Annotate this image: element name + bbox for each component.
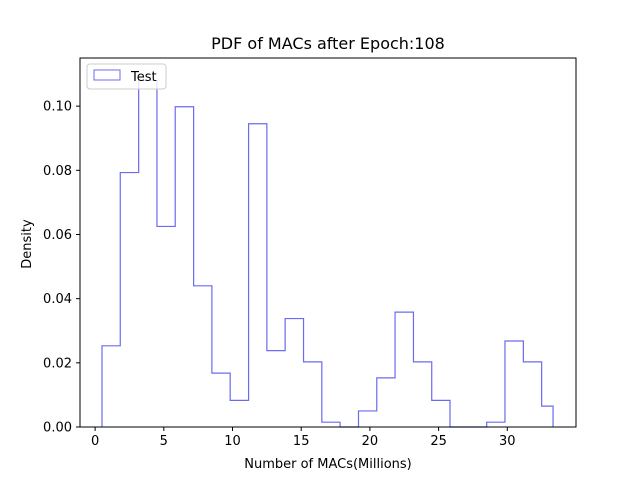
y-tick-label: 0.10 xyxy=(43,100,72,115)
x-axis-label: Number of MACs(Millions) xyxy=(244,457,412,472)
x-tick-label: 0 xyxy=(91,434,99,449)
x-tick-label: 5 xyxy=(160,434,168,449)
y-axis-label: Density xyxy=(20,219,35,269)
x-axis-ticks: 0 5 10 15 20 25 30 xyxy=(91,427,516,449)
y-tick-label: 0.08 xyxy=(43,164,72,179)
y-tick-label: 0.06 xyxy=(43,228,72,243)
y-tick-label: 0.00 xyxy=(43,421,72,436)
y-tick-label: 0.04 xyxy=(43,292,72,307)
x-tick-label: 20 xyxy=(362,434,379,449)
legend-swatch xyxy=(93,69,121,81)
y-tick-label: 0.02 xyxy=(43,356,72,371)
x-tick-label: 25 xyxy=(430,434,447,449)
y-axis-ticks: 0.00 0.02 0.04 0.06 0.08 0.10 xyxy=(43,100,80,436)
legend: Test xyxy=(86,63,167,90)
x-tick-label: 30 xyxy=(499,434,516,449)
chart-title: PDF of MACs after Epoch:108 xyxy=(211,34,445,53)
plot-area xyxy=(79,57,577,428)
axes-frame xyxy=(79,57,577,428)
x-tick-label: 10 xyxy=(224,434,241,449)
legend-label-test: Test xyxy=(130,70,157,85)
x-tick-label: 15 xyxy=(293,434,310,449)
histogram-series-test xyxy=(101,79,554,428)
